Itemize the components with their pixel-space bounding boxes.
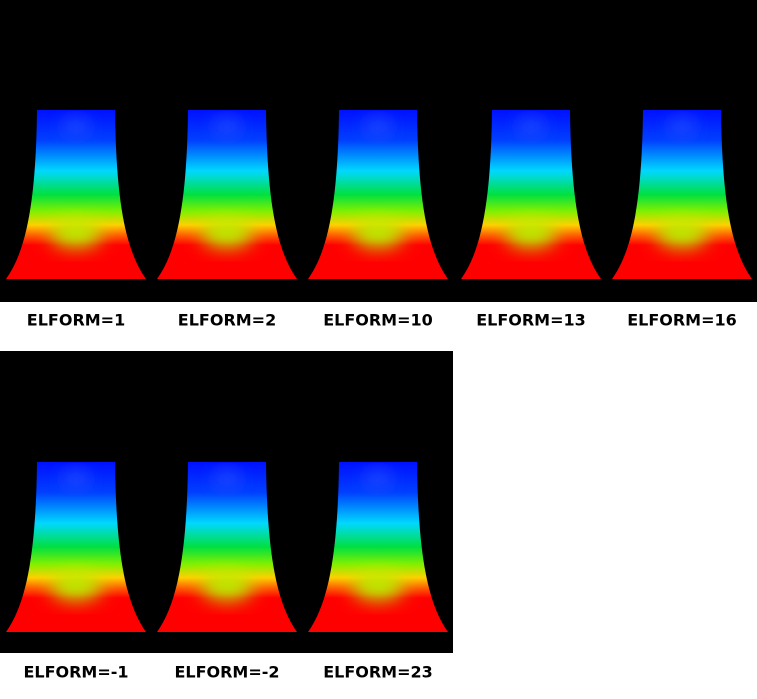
- panel-label: ELFORM=1: [27, 311, 125, 330]
- panel-label: ELFORM=-2: [174, 663, 279, 682]
- hot-spot: [505, 219, 557, 248]
- hot-spot: [50, 572, 102, 601]
- hot-spot: [62, 471, 90, 487]
- panel-label: ELFORM=2: [178, 311, 276, 330]
- hot-spot: [352, 572, 404, 601]
- hot-spot: [352, 219, 404, 248]
- hot-spot: [62, 118, 90, 135]
- hot-spot: [656, 219, 708, 248]
- panel-label: ELFORM=13: [476, 311, 586, 330]
- panel-label: ELFORM=-1: [23, 663, 128, 682]
- hot-spot: [517, 118, 545, 135]
- hot-spot: [364, 471, 392, 487]
- hot-spot: [201, 572, 253, 601]
- panel-label: ELFORM=10: [323, 311, 433, 330]
- hot-spot: [213, 471, 241, 487]
- hot-spot: [668, 118, 696, 135]
- hot-spot: [364, 118, 392, 135]
- hot-spot: [201, 219, 253, 248]
- panel-label: ELFORM=23: [323, 663, 433, 682]
- panel-label: ELFORM=16: [627, 311, 737, 330]
- hot-spot: [213, 118, 241, 135]
- hot-spot: [50, 219, 102, 248]
